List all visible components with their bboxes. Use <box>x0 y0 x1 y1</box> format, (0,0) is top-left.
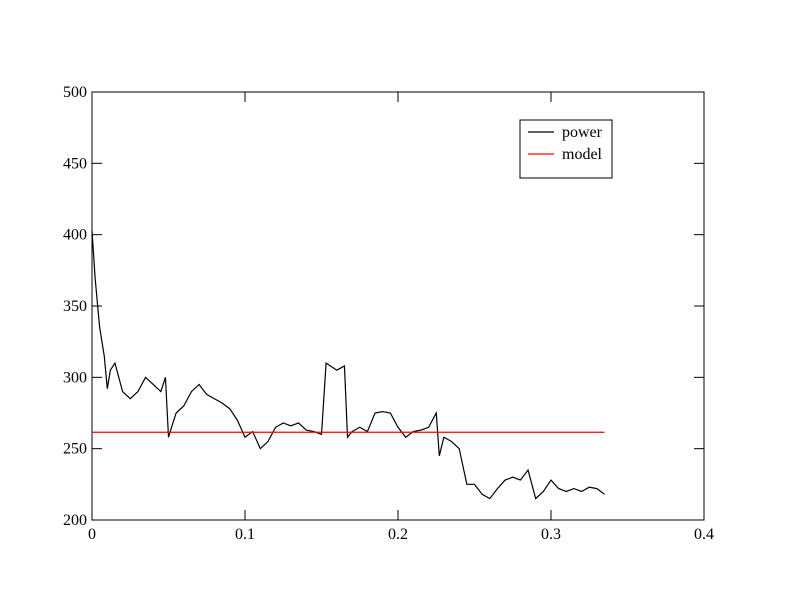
y-tick-label: 300 <box>63 369 87 386</box>
y-tick-label: 200 <box>63 512 87 529</box>
y-tick-label: 250 <box>63 441 87 458</box>
series-line <box>91 230 605 500</box>
y-tick-label: 400 <box>63 227 87 244</box>
legend-label: model <box>562 146 603 163</box>
x-tick-label: 0.1 <box>235 526 255 543</box>
legend-box <box>519 119 613 179</box>
y-tick-label: 500 <box>63 84 87 101</box>
x-tick-label: 0 <box>88 526 96 543</box>
x-tick-label: 0.3 <box>541 526 561 543</box>
x-tick-label: 0.4 <box>694 526 714 543</box>
legend-label: power <box>562 124 603 141</box>
y-tick-label: 450 <box>63 155 87 172</box>
y-tick-label: 350 <box>63 298 87 315</box>
x-tick-label: 0.2 <box>388 526 408 543</box>
